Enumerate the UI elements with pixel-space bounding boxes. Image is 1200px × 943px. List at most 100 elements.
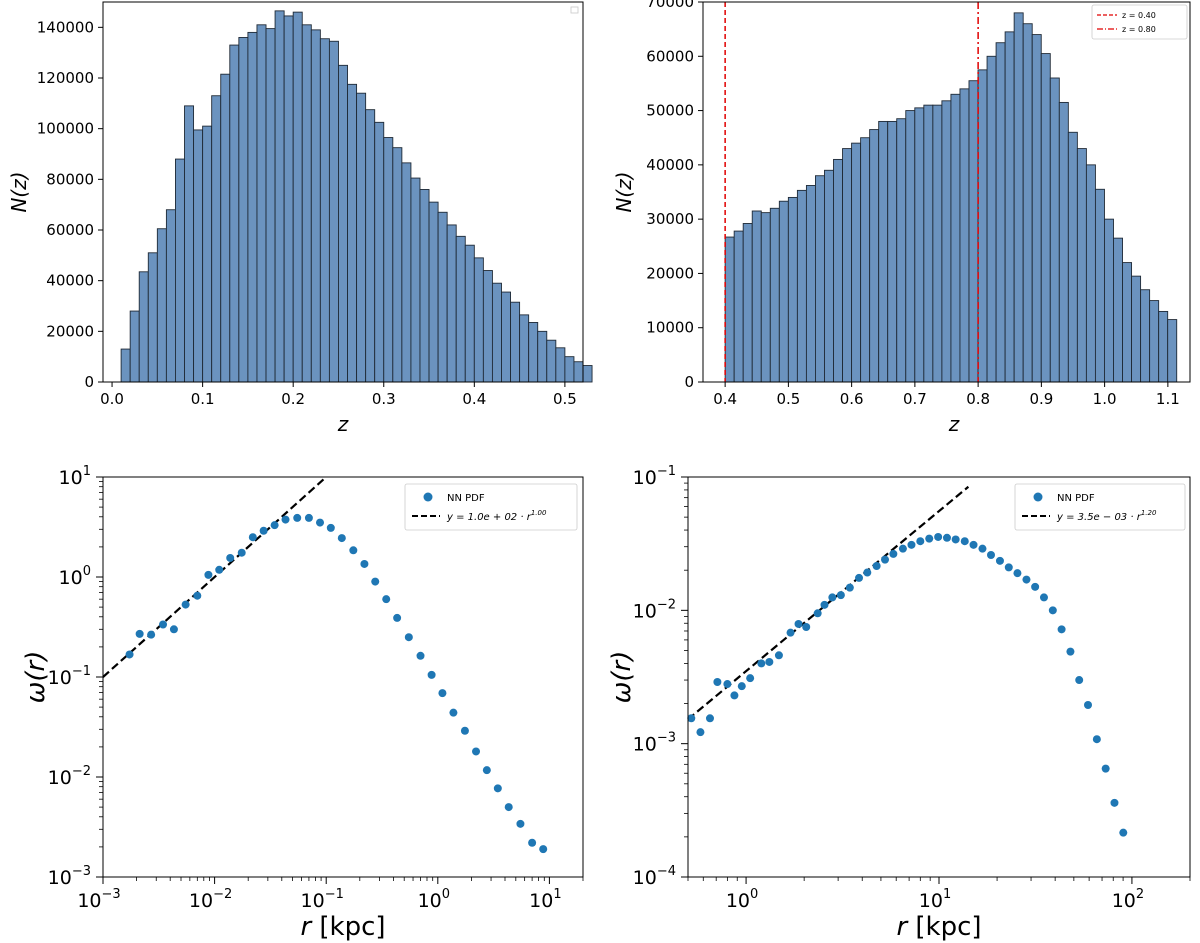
data-point (1057, 625, 1066, 634)
histogram-bar (1076, 148, 1087, 383)
tick-base: 10 (726, 890, 750, 912)
histogram-bar (787, 196, 798, 383)
histogram-bar (129, 310, 140, 383)
y-tick-label: 140000 (37, 18, 94, 36)
data-point (907, 540, 916, 549)
histogram-bar (1094, 188, 1105, 383)
x-tick-label: 10−3 (77, 887, 120, 912)
histogram-bar (1113, 237, 1123, 383)
plot-frame (702, 1, 1191, 383)
data-point (934, 532, 943, 541)
nn-pdf-points (687, 532, 1128, 837)
histogram-bar (796, 189, 807, 383)
histogram-bar (546, 339, 557, 383)
data-point (828, 593, 837, 602)
histogram-bar (769, 207, 780, 383)
histogram-bar (410, 177, 421, 383)
data-point (460, 726, 469, 735)
data-point (382, 595, 391, 604)
x-tick-label: 0.0 (100, 390, 124, 408)
y-axis-label: N(z) (612, 171, 636, 212)
tick-exponent: 1 (83, 464, 91, 479)
x-tick-label: 0.5 (776, 390, 800, 408)
legend-box (1014, 483, 1186, 531)
y-tick-label: 120000 (37, 69, 94, 87)
x-ticks: 10−3 10−2 10−1 100 101 (77, 877, 584, 912)
histogram-bar (878, 120, 889, 383)
tick-base: 10 (633, 867, 657, 889)
y-tick-label: 20000 (646, 264, 694, 282)
histogram-bar (211, 95, 222, 383)
data-point (1092, 735, 1101, 744)
plot-frame (102, 1, 584, 383)
data-point (125, 650, 134, 659)
histogram-bar (473, 257, 484, 383)
histogram-bars (724, 12, 1178, 383)
tick-exponent: −3 (657, 731, 676, 746)
data-point (416, 651, 425, 660)
y-tick-label: 0 (84, 373, 94, 391)
legend-label-z040: z = 0.40 (1122, 11, 1156, 20)
x-tick-label: 101 (529, 887, 561, 912)
data-point (1022, 575, 1031, 584)
data-point (951, 535, 960, 544)
histogram-bar (1167, 319, 1178, 383)
data-point (1083, 700, 1092, 709)
histogram-bar (428, 201, 439, 383)
histogram-bar (905, 110, 916, 383)
histogram-bars (120, 10, 593, 383)
tick-base: 10 (633, 467, 657, 489)
histogram-bar (824, 169, 834, 383)
histogram-bar (464, 244, 475, 383)
data-point (705, 714, 714, 723)
y-tick-label: 10000 (646, 319, 694, 337)
x-tick-label: 0.8 (966, 390, 990, 408)
histogram-bar (1040, 53, 1051, 383)
data-point (794, 619, 803, 628)
x-axis-label: z (948, 412, 960, 436)
histogram-bar (977, 69, 988, 383)
histogram-bar (184, 105, 195, 383)
legend-label-points: NN PDF (447, 493, 485, 504)
tick-exponent: −1 (72, 664, 91, 679)
tick-base: 10 (48, 767, 72, 789)
data-point (281, 515, 290, 524)
legend-marker (423, 492, 433, 502)
histogram-bar (959, 88, 970, 383)
histogram-bar (156, 228, 167, 383)
data-point (942, 533, 951, 542)
histogram-bar (175, 158, 185, 383)
data-point (986, 551, 995, 560)
histogram-bar (301, 24, 312, 383)
histogram-bar (833, 158, 843, 383)
y-ticks: 0 10000 20000 30000 40000 50000 60000 70000 (646, 0, 703, 391)
data-point (1075, 676, 1084, 685)
data-point (1039, 593, 1048, 602)
histogram-bar (869, 129, 880, 383)
histogram-bar (519, 314, 530, 383)
tick-base: 10 (48, 867, 72, 889)
histogram-bar (1140, 289, 1151, 383)
histogram-bar (374, 121, 385, 383)
fit-line (103, 478, 325, 678)
histogram-bar (392, 147, 403, 383)
histogram-bar (165, 209, 176, 383)
y-tick-label: 101 (59, 464, 91, 489)
data-point (687, 714, 696, 723)
y-tick-label: 10−3 (633, 731, 676, 756)
y-axis-label: ω(r) (607, 651, 637, 704)
y-tick-label: 100 (59, 564, 91, 589)
tick-base: 10 (633, 734, 657, 756)
x-tick-label: 10−1 (301, 887, 344, 912)
y-tick-label: 20000 (46, 322, 94, 340)
data-point (969, 540, 978, 549)
histogram-bar (842, 148, 853, 383)
histogram-bar (537, 330, 548, 383)
y-tick-label: 10−2 (48, 764, 91, 789)
tick-exponent: −3 (102, 887, 121, 902)
data-point (872, 562, 881, 571)
histogram-bar (283, 15, 294, 383)
y-tick-label: 60000 (46, 221, 94, 239)
histogram-bar (941, 100, 952, 383)
